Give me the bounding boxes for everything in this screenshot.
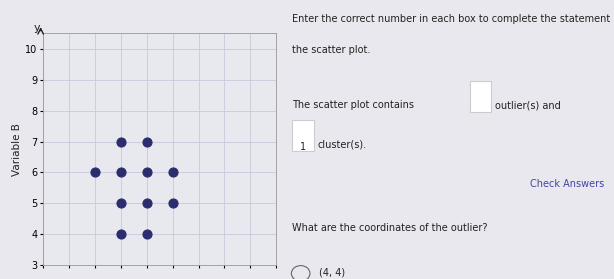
- Text: The scatter plot contains: The scatter plot contains: [292, 100, 418, 110]
- Point: [142, 232, 152, 236]
- Point: [168, 170, 177, 175]
- Text: the scatter plot.: the scatter plot.: [292, 45, 371, 55]
- Point: [142, 170, 152, 175]
- Text: y: y: [34, 23, 41, 33]
- Point: [116, 232, 126, 236]
- Point: [142, 201, 152, 206]
- Text: outlier(s) and: outlier(s) and: [495, 100, 561, 110]
- Point: [116, 139, 126, 144]
- Y-axis label: Variable B: Variable B: [12, 123, 22, 176]
- Point: [116, 201, 126, 206]
- FancyBboxPatch shape: [292, 120, 314, 151]
- Text: cluster(s).: cluster(s).: [317, 140, 367, 150]
- Text: Enter the correct number in each box to complete the statement about: Enter the correct number in each box to …: [292, 14, 614, 24]
- Text: Check Answers: Check Answers: [530, 179, 604, 189]
- Text: What are the coordinates of the outlier?: What are the coordinates of the outlier?: [292, 223, 488, 233]
- Text: 1: 1: [300, 142, 306, 152]
- FancyBboxPatch shape: [470, 81, 491, 112]
- Point: [116, 170, 126, 175]
- Text: (4, 4): (4, 4): [319, 268, 345, 278]
- Point: [142, 139, 152, 144]
- Point: [90, 170, 99, 175]
- Point: [168, 201, 177, 206]
